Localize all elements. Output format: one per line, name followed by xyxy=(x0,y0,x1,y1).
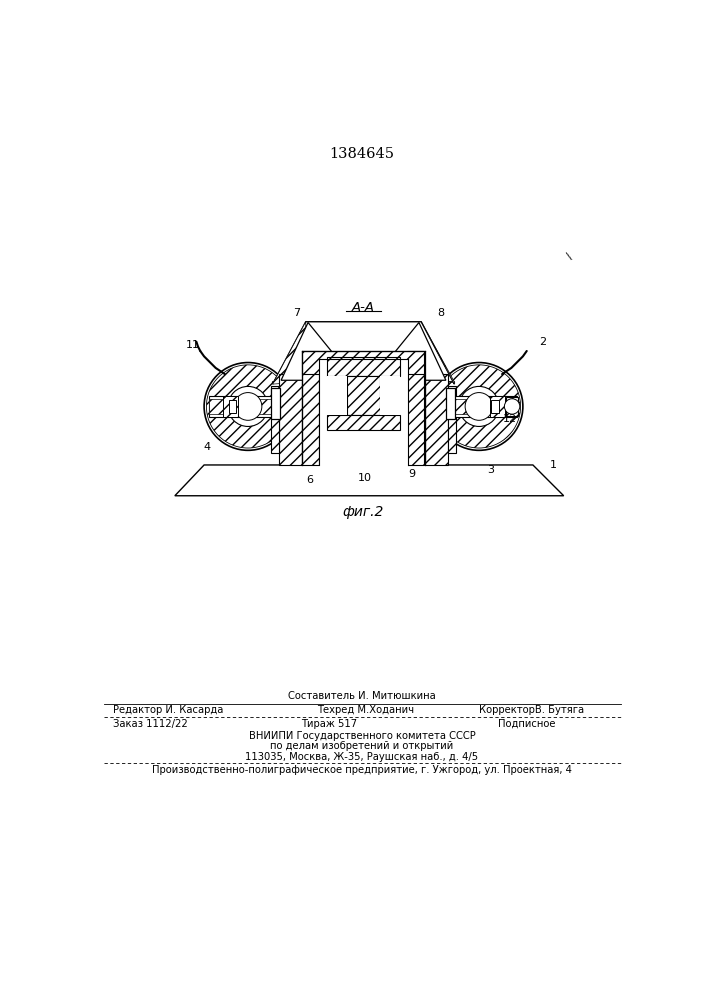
Bar xyxy=(407,351,424,465)
Text: КорректорВ. Бутяга: КорректорВ. Бутяга xyxy=(479,705,584,715)
Text: 3: 3 xyxy=(487,465,494,475)
Text: 6: 6 xyxy=(306,475,313,485)
Circle shape xyxy=(504,399,520,414)
Polygon shape xyxy=(273,322,305,384)
Bar xyxy=(448,396,518,417)
Circle shape xyxy=(204,363,292,450)
Bar xyxy=(302,351,319,465)
Text: 1384645: 1384645 xyxy=(329,147,395,161)
Text: А-А: А-А xyxy=(352,301,375,314)
Text: 2: 2 xyxy=(539,337,547,347)
Bar xyxy=(327,415,399,430)
Text: по делам изобретений и открытий: по делам изобретений и открытий xyxy=(270,741,454,751)
Polygon shape xyxy=(273,322,455,384)
Text: Редактор И. Касарда: Редактор И. Касарда xyxy=(113,705,223,715)
Bar xyxy=(448,399,518,414)
Bar xyxy=(223,396,238,417)
Bar xyxy=(346,376,380,415)
Bar xyxy=(209,399,279,414)
Circle shape xyxy=(459,386,499,426)
Text: 8: 8 xyxy=(437,308,444,318)
Text: Тираж 517: Тираж 517 xyxy=(300,719,357,729)
Text: 12: 12 xyxy=(503,414,517,424)
Text: Подписное: Подписное xyxy=(498,719,556,729)
Bar xyxy=(491,400,499,413)
Circle shape xyxy=(438,365,520,448)
Bar xyxy=(209,396,279,417)
Text: 10: 10 xyxy=(358,473,372,483)
Circle shape xyxy=(206,365,290,448)
Text: ВНИИПИ Государственного комитета СССР: ВНИИПИ Государственного комитета СССР xyxy=(249,731,475,741)
Text: 4: 4 xyxy=(204,442,211,452)
Bar xyxy=(446,388,455,419)
Polygon shape xyxy=(275,323,452,380)
Text: 7: 7 xyxy=(293,308,300,318)
Bar xyxy=(425,374,448,465)
Text: Заказ 1112/22: Заказ 1112/22 xyxy=(113,719,188,729)
Text: 113035, Москва, Ж-35, Раушская наб., д. 4/5: 113035, Москва, Ж-35, Раушская наб., д. … xyxy=(245,752,479,762)
Polygon shape xyxy=(281,323,335,380)
Circle shape xyxy=(465,393,493,420)
Bar xyxy=(279,374,302,465)
Bar xyxy=(327,376,346,415)
Bar xyxy=(271,388,281,419)
Text: Производственно-полиграфическое предприятие, г. Ужгород, ул. Проектная, 4: Производственно-полиграфическое предприя… xyxy=(152,765,572,775)
Bar xyxy=(490,396,506,417)
Text: фиг.2: фиг.2 xyxy=(343,505,384,519)
Text: Составитель И. Митюшкина: Составитель И. Митюшкина xyxy=(288,691,436,701)
Polygon shape xyxy=(421,322,455,384)
Polygon shape xyxy=(175,465,563,496)
Bar xyxy=(448,386,456,453)
Text: 9: 9 xyxy=(409,469,416,479)
Text: Техред М.Ходанич: Техред М.Ходанич xyxy=(317,705,414,715)
Polygon shape xyxy=(392,323,446,380)
Circle shape xyxy=(234,393,262,420)
Circle shape xyxy=(228,386,268,426)
Bar xyxy=(271,386,279,453)
Text: 11: 11 xyxy=(185,340,199,350)
Text: 1: 1 xyxy=(550,460,557,470)
Circle shape xyxy=(435,363,523,450)
Bar xyxy=(506,397,518,416)
Bar xyxy=(229,400,236,413)
Bar xyxy=(302,351,424,374)
Bar xyxy=(380,376,399,415)
Bar xyxy=(327,357,399,376)
Bar xyxy=(319,359,408,466)
Text: \: \ xyxy=(566,252,573,262)
